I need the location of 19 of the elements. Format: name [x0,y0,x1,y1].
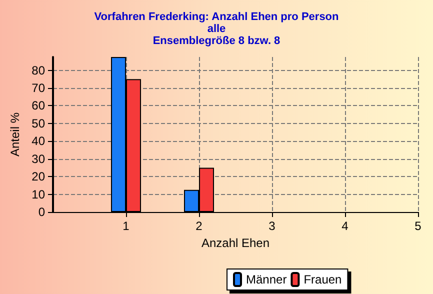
x-tick-label: 4 [342,219,349,233]
x-tick-label: 5 [414,219,422,233]
y-tick-label: 80 [32,63,46,78]
legend-label: Männer [246,272,287,286]
y-tick-label: 60 [32,98,46,113]
y-tick-label: 30 [32,152,46,166]
chart-title: Vorfahren Frederking: Anzahl Ehen pro Person alle Ensemblegröße 8 bzw. 8 [94,11,340,47]
y-tick-label: 40 [32,134,46,148]
y-tick-label: 10 [32,187,46,202]
y-tick-label: 20 [32,170,46,184]
y-tick-label: 0 [38,205,46,219]
x-tick-label: 2 [196,219,203,233]
x-axis-title: Anzahl Ehen [201,236,270,250]
y-tick-label: 50 [32,116,46,130]
x-tick-label: 1 [122,219,130,233]
y-axis-title: Anteil % [8,112,22,157]
y-tick-label: 70 [32,81,46,95]
x-tick-label: 3 [268,219,276,233]
legend-label: Frauen [304,272,342,286]
